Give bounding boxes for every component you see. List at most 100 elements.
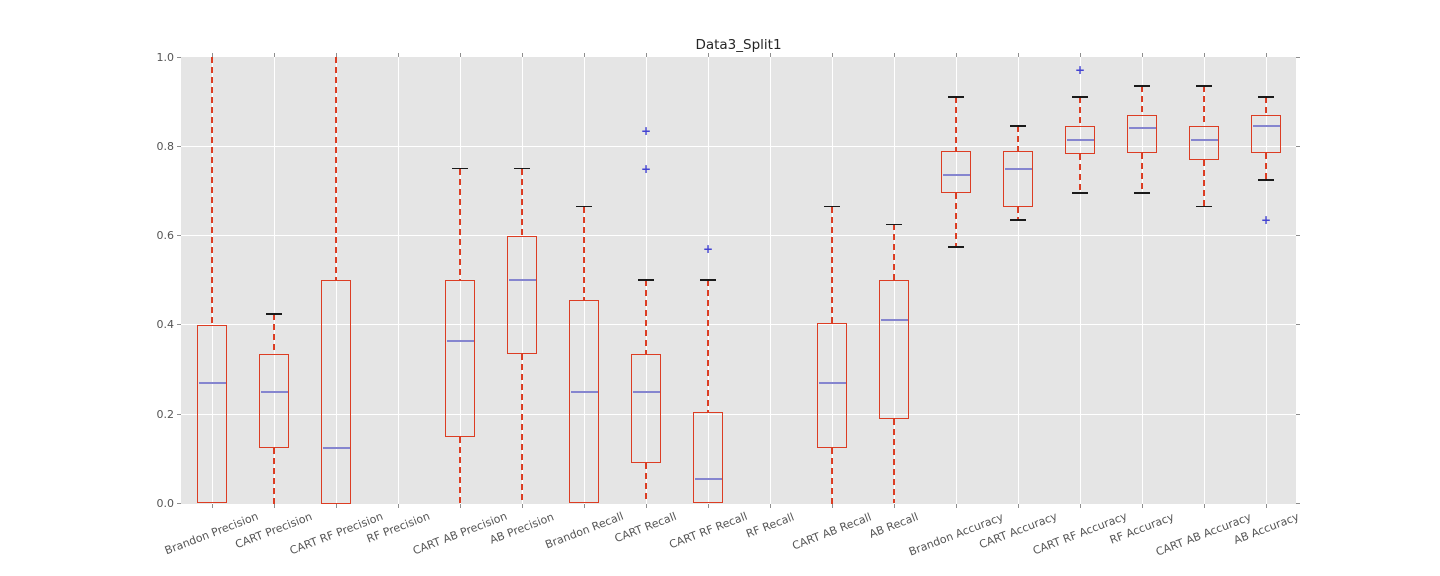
cap-upper-cart-rf-recall bbox=[700, 279, 716, 282]
median-ab-precision bbox=[508, 279, 536, 282]
median-rf-accuracy bbox=[1128, 127, 1156, 130]
x-gridline bbox=[1017, 57, 1019, 504]
median-brandon-precision bbox=[198, 381, 226, 384]
whisker-upper-cart-precision bbox=[273, 313, 275, 354]
box-cart-ab-precision bbox=[445, 280, 475, 437]
x-tick-top bbox=[1141, 53, 1143, 57]
x-tick-bottom bbox=[707, 503, 709, 508]
x-tick-label: RF Recall bbox=[744, 509, 796, 541]
x-tick-top bbox=[893, 53, 895, 57]
median-cart-ab-precision bbox=[446, 339, 474, 342]
cap-upper-cart-accuracy bbox=[1010, 125, 1026, 127]
box-cart-rf-precision bbox=[321, 280, 351, 504]
flier-ab-accuracy: + bbox=[1260, 212, 1272, 227]
cap-upper-rf-accuracy bbox=[1134, 85, 1150, 87]
x-gridline bbox=[1203, 57, 1205, 504]
cap-upper-brandon-accuracy bbox=[948, 96, 964, 98]
y-tick-left bbox=[177, 56, 181, 58]
cap-upper-cart-ab-recall bbox=[824, 205, 840, 208]
y-gridline bbox=[181, 145, 1296, 147]
cap-lower-cart-accuracy bbox=[1010, 219, 1026, 221]
box-cart-recall bbox=[631, 353, 661, 464]
x-tick-top bbox=[397, 53, 399, 57]
whisker-upper-cart-rf-precision bbox=[335, 57, 337, 281]
x-tick-label: Brandon Recall bbox=[543, 509, 625, 552]
y-tick-left bbox=[177, 145, 181, 147]
x-tick-bottom bbox=[769, 503, 771, 508]
median-ab-recall bbox=[880, 319, 908, 322]
median-cart-rf-recall bbox=[694, 477, 722, 480]
x-tick-top bbox=[1079, 53, 1081, 57]
whisker-upper-cart-rf-accuracy bbox=[1079, 97, 1081, 127]
whisker-upper-cart-rf-recall bbox=[707, 280, 709, 412]
y-tick-label: 0.4 bbox=[156, 318, 175, 332]
box-ab-recall bbox=[879, 280, 909, 419]
box-rf-accuracy bbox=[1127, 115, 1157, 153]
whisker-lower-rf-accuracy bbox=[1141, 152, 1143, 194]
x-tick-bottom bbox=[335, 503, 337, 508]
y-tick-label: 1.0 bbox=[156, 50, 175, 64]
x-gridline bbox=[955, 57, 957, 504]
whisker-lower-cart-precision bbox=[273, 447, 275, 504]
whisker-lower-brandon-accuracy bbox=[955, 193, 957, 247]
x-tick-top bbox=[1203, 53, 1205, 57]
flier-cart-recall: + bbox=[640, 161, 652, 176]
y-tick-right bbox=[1296, 235, 1300, 237]
cap-upper-ab-accuracy bbox=[1258, 96, 1274, 98]
plot-area: + + + + + bbox=[181, 57, 1296, 504]
cap-lower-cart-rf-accuracy bbox=[1072, 192, 1088, 194]
whisker-upper-cart-ab-accuracy bbox=[1203, 86, 1205, 127]
median-cart-ab-accuracy bbox=[1190, 138, 1218, 141]
y-tick-label: 0.6 bbox=[156, 229, 175, 243]
y-tick-left bbox=[177, 413, 181, 415]
x-tick-label: CART RF Recall bbox=[667, 509, 749, 552]
whisker-upper-cart-ab-recall bbox=[831, 206, 833, 323]
y-tick-right bbox=[1296, 324, 1300, 326]
median-ab-accuracy bbox=[1252, 125, 1280, 128]
whisker-upper-ab-precision bbox=[521, 168, 523, 236]
x-gridline bbox=[397, 57, 399, 504]
x-tick-label: CART AB Recall bbox=[790, 509, 874, 553]
x-tick-bottom bbox=[397, 503, 399, 508]
median-cart-rf-precision bbox=[322, 446, 350, 449]
box-ab-precision bbox=[507, 235, 537, 354]
cap-upper-cart-recall bbox=[638, 279, 654, 282]
whisker-lower-cart-accuracy bbox=[1017, 206, 1019, 220]
x-tick-top bbox=[645, 53, 647, 57]
x-tick-bottom bbox=[1203, 503, 1205, 508]
y-tick-label: 0.8 bbox=[156, 139, 175, 153]
flier-cart-rf-accuracy: + bbox=[1074, 63, 1086, 78]
x-tick-bottom bbox=[521, 503, 523, 508]
whisker-lower-ab-accuracy bbox=[1265, 152, 1267, 180]
box-brandon-precision bbox=[197, 324, 227, 504]
cap-upper-ab-recall bbox=[886, 223, 902, 226]
cap-lower-ab-accuracy bbox=[1258, 178, 1274, 181]
box-cart-accuracy bbox=[1003, 150, 1033, 207]
y-tick-left bbox=[177, 503, 181, 504]
x-tick-top bbox=[1265, 53, 1267, 57]
whisker-upper-cart-accuracy bbox=[1017, 126, 1019, 151]
box-brandon-accuracy bbox=[941, 150, 971, 194]
cap-lower-brandon-accuracy bbox=[948, 245, 964, 248]
whisker-lower-cart-rf-accuracy bbox=[1079, 153, 1081, 194]
x-tick-top bbox=[459, 53, 461, 57]
x-tick-top bbox=[335, 53, 337, 57]
chart-title: Data3_Split1 bbox=[695, 37, 782, 53]
y-gridline bbox=[181, 413, 1296, 415]
y-tick-label: 0.2 bbox=[156, 407, 175, 421]
box-cart-rf-recall bbox=[693, 411, 723, 504]
whisker-upper-cart-ab-precision bbox=[459, 168, 461, 281]
y-tick-right bbox=[1296, 503, 1300, 504]
whisker-lower-cart-ab-accuracy bbox=[1203, 159, 1205, 207]
x-tick-top bbox=[211, 53, 213, 57]
flier-cart-rf-recall: + bbox=[702, 241, 714, 256]
cap-lower-rf-accuracy bbox=[1134, 192, 1150, 194]
x-tick-bottom bbox=[1265, 503, 1267, 508]
x-tick-bottom bbox=[955, 503, 957, 508]
x-gridline bbox=[1141, 57, 1143, 504]
x-tick-top bbox=[769, 53, 771, 57]
x-tick-label: AB Recall bbox=[867, 509, 921, 541]
x-gridline bbox=[1265, 57, 1267, 504]
box-cart-ab-accuracy bbox=[1189, 126, 1219, 160]
box-cart-rf-accuracy bbox=[1065, 126, 1095, 154]
